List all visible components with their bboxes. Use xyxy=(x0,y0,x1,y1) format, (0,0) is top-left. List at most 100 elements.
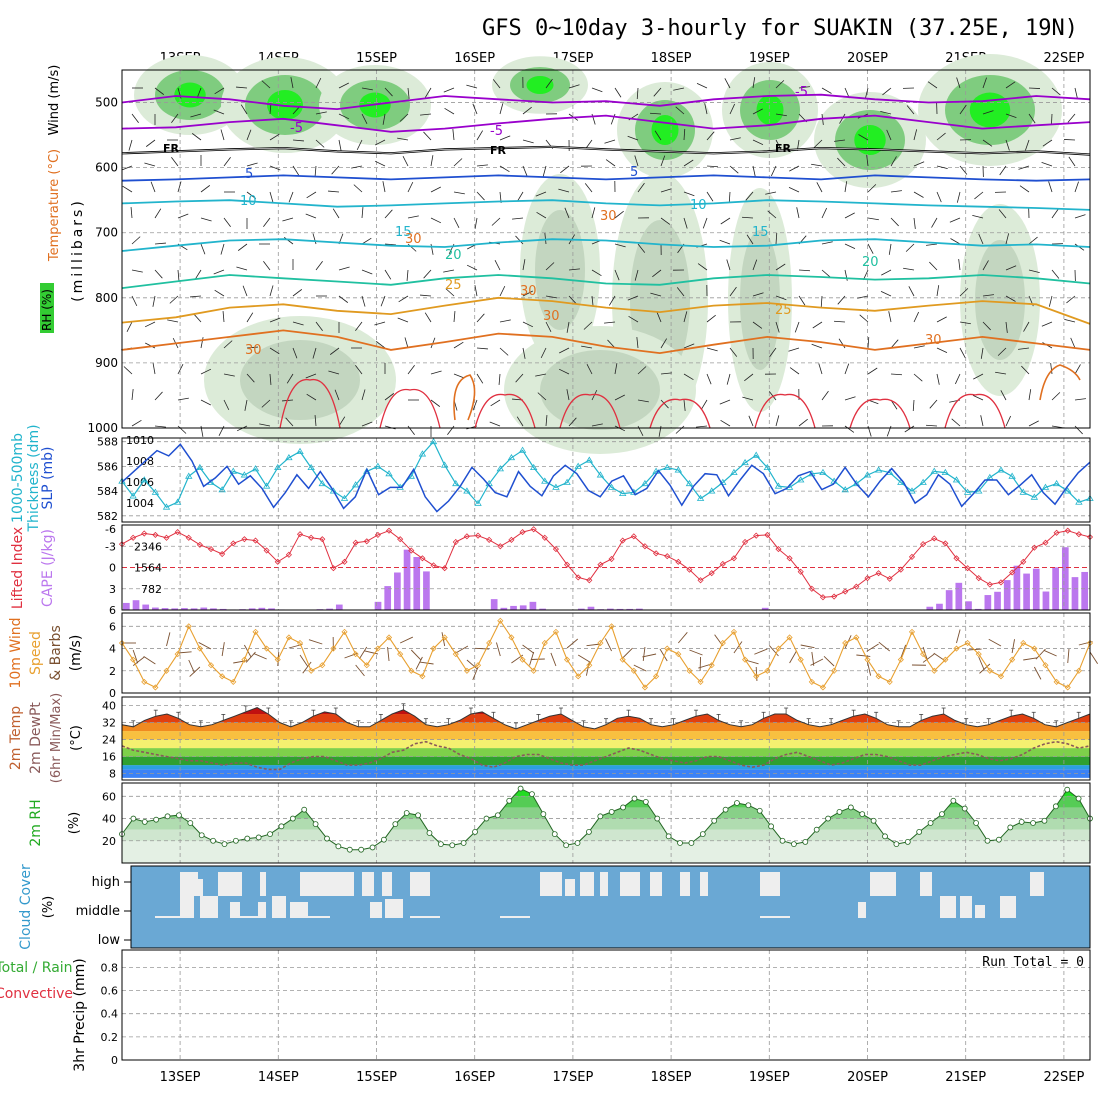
wind-speed-point xyxy=(374,645,381,652)
wind-barb xyxy=(476,164,488,167)
wind-barb xyxy=(642,653,657,658)
wind-barb xyxy=(522,644,535,654)
thickness-slp-frame xyxy=(121,437,1091,523)
rh-point xyxy=(745,802,752,809)
li-tick-label: 3 xyxy=(109,583,116,596)
wind-barb xyxy=(726,259,731,271)
li-point xyxy=(463,533,470,540)
wind-barb xyxy=(338,82,349,89)
wind-barb xyxy=(154,242,166,245)
wind-barb xyxy=(844,243,856,250)
li-point xyxy=(508,536,515,543)
cape-bar xyxy=(994,591,1001,610)
wind-barb xyxy=(222,311,225,323)
wind-barb xyxy=(591,269,602,277)
isotherm-label: 20 xyxy=(862,255,879,270)
wind-barb xyxy=(936,191,942,203)
wind-barb xyxy=(214,87,225,95)
wind-speed-point xyxy=(519,656,526,663)
bottom-day-label: 22SEP xyxy=(1043,1070,1084,1085)
rh-point xyxy=(244,835,251,842)
wind-barb xyxy=(306,191,317,199)
wind-speed-point xyxy=(786,634,793,641)
wind-speed-point xyxy=(742,656,749,663)
pressure-tick-label: 700 xyxy=(95,226,118,240)
wind-barb xyxy=(767,210,777,219)
cape-bar xyxy=(268,608,275,610)
wind-barb xyxy=(742,396,754,401)
wind-barb xyxy=(263,260,271,271)
cape-bar xyxy=(258,607,266,610)
wind-barb xyxy=(733,641,743,654)
wind-barb xyxy=(218,425,225,436)
isotherm-label: 30 xyxy=(245,343,262,358)
li-point xyxy=(719,560,726,568)
thickness-point xyxy=(140,476,148,483)
high-cloud-block xyxy=(700,872,708,896)
isotherm-30 xyxy=(121,329,1091,355)
wind-barb xyxy=(476,373,484,384)
high-cloud-block xyxy=(180,872,198,896)
wind-barb xyxy=(746,234,754,245)
thickness-tick-label: 582 xyxy=(97,510,118,523)
wind-barb xyxy=(591,295,594,307)
wind-speed-point xyxy=(541,639,548,647)
top-day-label: 15SEP xyxy=(356,51,397,66)
wind-barb xyxy=(292,165,300,176)
wind-barb xyxy=(269,285,274,297)
wind-barb xyxy=(568,268,580,271)
wind-barb xyxy=(213,269,225,275)
wind-barb xyxy=(380,295,386,307)
wind-barb xyxy=(221,642,225,657)
li-point xyxy=(430,562,437,569)
wind-barb xyxy=(660,338,668,349)
wind-barb xyxy=(834,139,846,142)
wind-barb xyxy=(745,191,754,201)
bottom-day-label: 13SEP xyxy=(160,1070,201,1085)
cape-tick-label: 2346 xyxy=(134,540,162,553)
wind-barb xyxy=(583,321,593,330)
rh-point xyxy=(176,812,182,819)
rh-point xyxy=(699,831,706,838)
wind-barb xyxy=(387,647,390,662)
wind-barb xyxy=(1033,666,1042,680)
wind-barb xyxy=(375,139,386,146)
wind-speed-point xyxy=(1009,656,1016,663)
pressure-tick-label: 1000 xyxy=(87,421,118,435)
wind-barb xyxy=(545,262,555,271)
cape-bar xyxy=(384,586,392,610)
wind-barb xyxy=(775,415,780,427)
contour-30-loops xyxy=(453,364,1081,421)
isotherm-label: 5 xyxy=(245,167,253,182)
wind-barb xyxy=(512,217,524,220)
wind-barb xyxy=(614,363,618,375)
li-point xyxy=(363,538,370,545)
wind-barb xyxy=(220,129,225,141)
cape-bar xyxy=(519,605,527,610)
li-point xyxy=(875,570,882,577)
wind-barb xyxy=(660,188,672,193)
cape-bar xyxy=(1023,573,1030,610)
wind-speed-point xyxy=(931,667,938,674)
wind-barb xyxy=(752,259,758,271)
wind-barb xyxy=(775,295,787,301)
temp2m-panel: 8 16 24 32 40 2m Temp 2m DewPt (6hr Min/Max) (°C… xyxy=(8,693,1091,783)
cape-bar xyxy=(374,601,382,610)
wind-barb xyxy=(315,77,322,89)
thickness-point xyxy=(730,468,738,475)
wind-barb xyxy=(729,137,741,141)
li-point xyxy=(252,537,259,544)
wind-barb xyxy=(424,87,432,98)
wind-barb xyxy=(144,321,156,328)
thickness-point xyxy=(930,467,938,474)
thickness-point xyxy=(919,478,927,485)
li-point xyxy=(419,555,426,562)
cape-bar xyxy=(587,606,595,610)
wind-barb xyxy=(704,103,708,115)
wind-barb xyxy=(447,425,455,436)
wind-speed-point xyxy=(697,678,704,685)
li-point xyxy=(1064,527,1071,534)
cape-bar xyxy=(326,608,333,610)
wind-speed-point xyxy=(675,651,682,658)
wind-barb xyxy=(253,653,267,660)
